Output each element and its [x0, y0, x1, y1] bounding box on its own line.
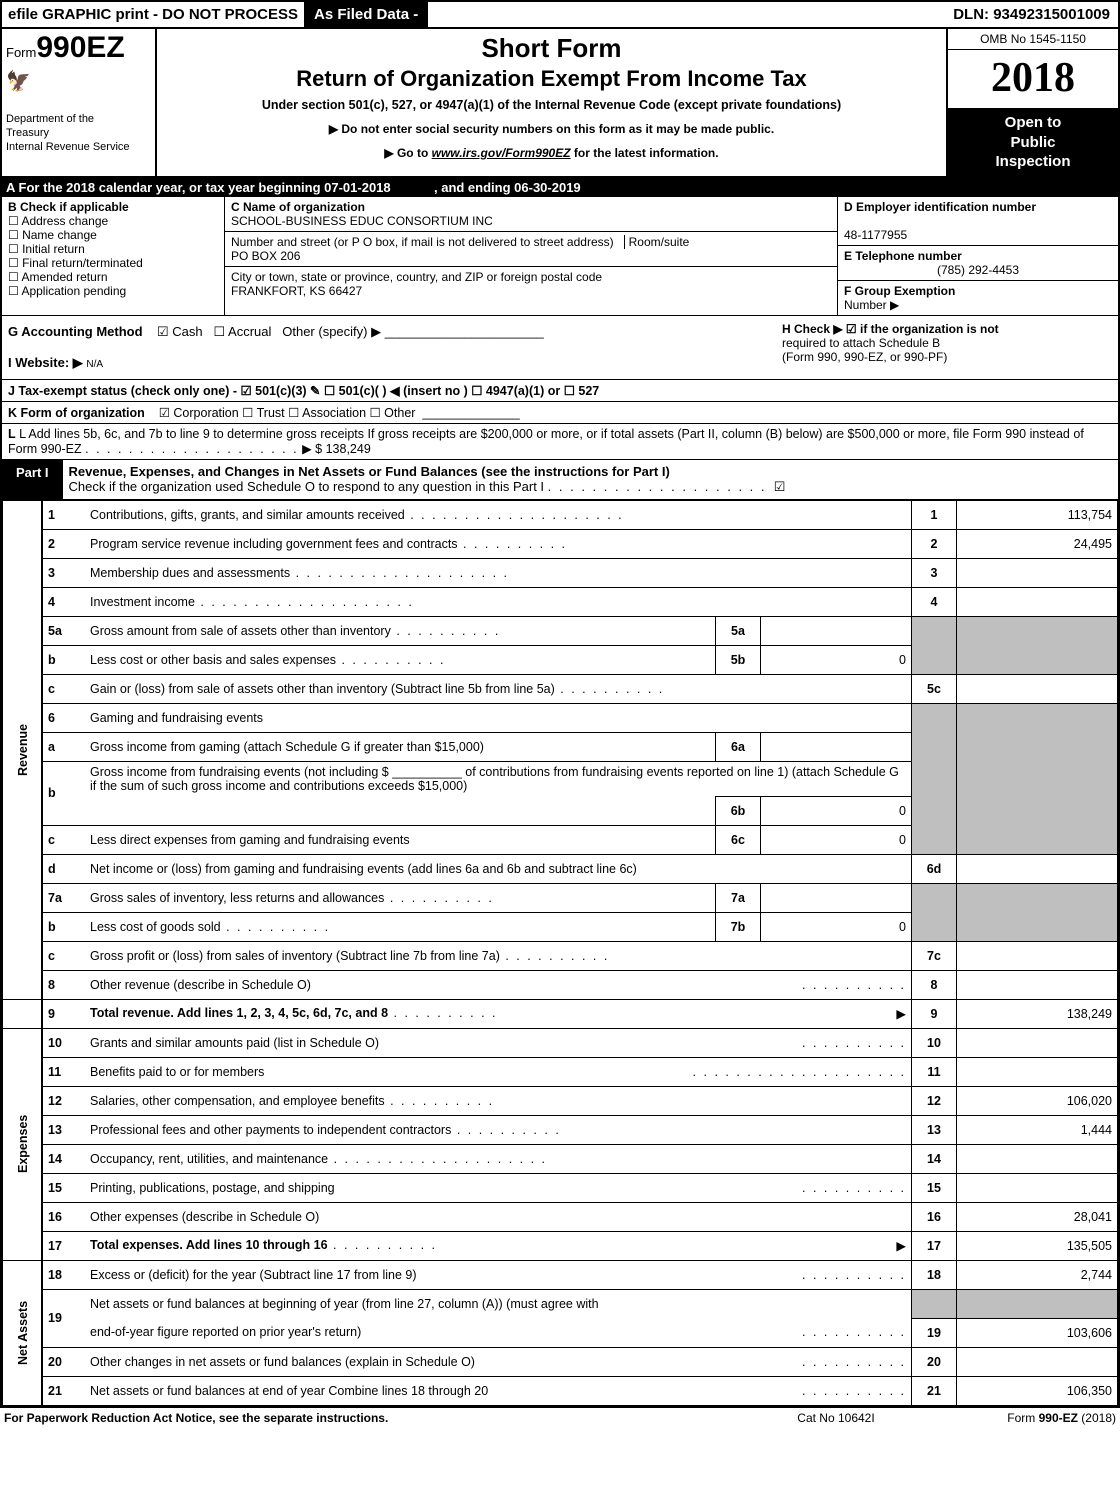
header: Form990EZ 🦅 Department of the Treasury I… [2, 29, 1118, 178]
as-filed-label: As Filed Data - [304, 2, 428, 27]
line19-value: 103,606 [957, 1318, 1118, 1347]
line21-value: 106,350 [957, 1376, 1118, 1405]
netassets-section-label: Net Assets [3, 1260, 43, 1405]
col-b-checkboxes: B Check if applicable ☐ Address change ☐… [2, 197, 225, 315]
chk-application-pending[interactable]: ☐ Application pending [8, 284, 126, 298]
header-mid: Short Form Return of Organization Exempt… [157, 29, 946, 176]
footer-left: For Paperwork Reduction Act Notice, see … [4, 1411, 736, 1425]
tax-year: 2018 [948, 50, 1118, 109]
part1-label: Part I [2, 460, 63, 499]
org-name: SCHOOL-BUSINESS EDUC CONSORTIUM INC [231, 214, 493, 228]
line17-value: 135,505 [957, 1231, 1118, 1260]
row-a-tax-year: A For the 2018 calendar year, or tax yea… [2, 178, 1118, 197]
phone-cell: E Telephone number (785) 292-4453 [838, 246, 1118, 281]
gross-receipts-value: $ 138,249 [315, 442, 371, 456]
ein-value: 48-1177955 [844, 228, 907, 242]
chk-cash[interactable]: ☑ Cash [157, 324, 203, 339]
dln-label: DLN: 93492315001009 [945, 2, 1118, 27]
footer-right: Form 990-EZ (2018) [936, 1411, 1116, 1425]
top-bar: efile GRAPHIC print - DO NOT PROCESS As … [2, 2, 1118, 29]
schedule-b-check: H Check ▶ ☑ if the organization is not r… [776, 316, 1118, 379]
org-name-cell: C Name of organization SCHOOL-BUSINESS E… [225, 197, 837, 232]
section-bcdef: B Check if applicable ☐ Address change ☐… [2, 197, 1118, 316]
accounting-method: G Accounting Method ☑ Cash ☐ Accrual Oth… [2, 316, 776, 379]
inspection-label: Open to Public Inspection [948, 109, 1118, 176]
row-j-tax-exempt: J Tax-exempt status (check only one) - ☑… [2, 380, 1118, 402]
department-label: Department of the Treasury Internal Reve… [6, 113, 151, 154]
chk-initial-return[interactable]: ☐ Initial return [8, 242, 85, 256]
chk-name-change[interactable]: ☐ Name change [8, 228, 97, 242]
form-subtitle-1: Under section 501(c), 527, or 4947(a)(1)… [163, 98, 940, 112]
part1-header: Part I Revenue, Expenses, and Changes in… [2, 460, 1118, 500]
chk-amended-return[interactable]: ☐ Amended return [8, 270, 108, 284]
omb-number: OMB No 1545-1150 [948, 29, 1118, 50]
chk-accrual[interactable]: ☐ Accrual [213, 324, 271, 339]
footer-mid: Cat No 10642I [736, 1411, 936, 1425]
part1-title: Revenue, Expenses, and Changes in Net As… [63, 460, 1118, 499]
footer: For Paperwork Reduction Act Notice, see … [0, 1408, 1120, 1428]
line2-value: 24,495 [957, 529, 1118, 558]
treasury-seal-icon: 🦅 [6, 69, 31, 94]
header-right: OMB No 1545-1150 2018 Open to Public Ins… [946, 29, 1118, 176]
efile-label: efile GRAPHIC print - DO NOT PROCESS [2, 2, 304, 27]
part1-table: Revenue 1 Contributions, gifts, grants, … [2, 500, 1118, 1406]
org-city: FRANKFORT, KS 66427 [231, 284, 362, 298]
form-subtitle-3: ▶ Go to www.irs.gov/Form990EZ for the la… [163, 146, 940, 160]
org-city-cell: City or town, state or province, country… [225, 267, 837, 301]
row-l-gross-receipts: L L Add lines 5b, 6c, and 7b to line 9 t… [2, 424, 1118, 460]
col-def: D Employer identification number 48-1177… [837, 197, 1118, 315]
ein-cell: D Employer identification number 48-1177… [838, 197, 1118, 246]
website-label: I Website: ▶ [8, 355, 83, 370]
org-street: PO BOX 206 [231, 249, 300, 263]
chk-schedule-o[interactable]: ☑ [774, 479, 786, 494]
col-c-org-info: C Name of organization SCHOOL-BUSINESS E… [225, 197, 837, 315]
header-left: Form990EZ 🦅 Department of the Treasury I… [2, 29, 157, 176]
line16-value: 28,041 [957, 1202, 1118, 1231]
form-number: Form990EZ [6, 31, 151, 65]
form-title: Return of Organization Exempt From Incom… [163, 66, 940, 92]
form-container: efile GRAPHIC print - DO NOT PROCESS As … [0, 0, 1120, 1408]
group-exemption-cell: F Group Exemption Number ▶ [838, 281, 1118, 315]
row-gh: G Accounting Method ☑ Cash ☐ Accrual Oth… [2, 316, 1118, 380]
line12-value: 106,020 [957, 1086, 1118, 1115]
chk-final-return[interactable]: ☐ Final return/terminated [8, 256, 143, 270]
row-k-form-of-org: K Form of organization ☑ Corporation ☐ T… [2, 402, 1118, 424]
revenue-section-label: Revenue [3, 500, 43, 999]
short-form-title: Short Form [163, 33, 940, 64]
phone-value: (785) 292-4453 [844, 263, 1112, 277]
org-address-cell: Number and street (or P O box, if mail i… [225, 232, 837, 267]
irs-link[interactable]: www.irs.gov/Form990EZ [432, 146, 571, 160]
line13-value: 1,444 [957, 1115, 1118, 1144]
expenses-section-label: Expenses [3, 1028, 43, 1260]
line1-value: 113,754 [957, 500, 1118, 529]
line18-value: 2,744 [957, 1260, 1118, 1289]
chk-address-change[interactable]: ☐ Address change [8, 214, 108, 228]
form-subtitle-2: ▶ Do not enter social security numbers o… [163, 122, 940, 136]
website-value: N/A [86, 359, 103, 370]
line9-value: 138,249 [957, 999, 1118, 1028]
